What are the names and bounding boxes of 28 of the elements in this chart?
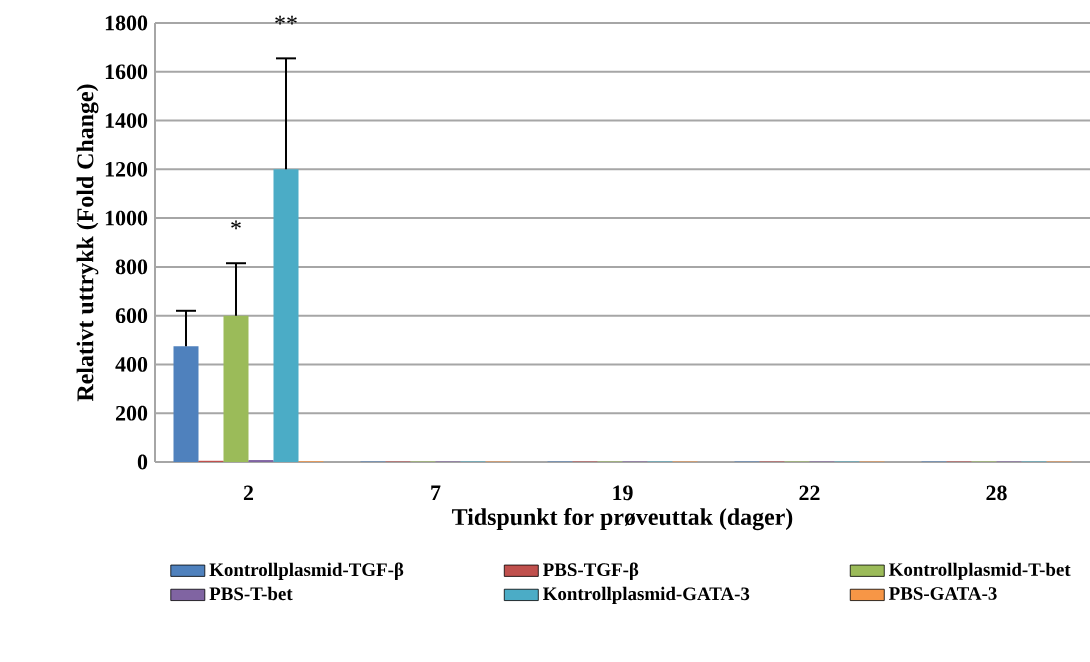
y-tick-label: 1600 [105,64,148,80]
legend-label: PBS-GATA-3 [888,587,997,600]
y-tick-label: 200 [115,405,148,421]
y-tick-label: 800 [115,259,148,275]
y-tick-label: 600 [115,308,148,324]
x-tick-label: 19 [613,485,633,501]
y-tick-label: 0 [137,454,148,470]
bar [223,315,249,462]
bar [173,346,199,462]
y-tick-label: 1000 [105,210,148,226]
legend-label: PBS-T-bet [209,586,293,601]
legend-label: Kontrollplasmid-TGF-β [209,562,404,580]
y-axis-title: Relativt uttrykk (Fold Change) [76,84,99,402]
x-tick-label: 28 [986,485,1007,501]
y-tick-label: 1400 [105,113,148,128]
x-tick-label: 2 [243,485,254,501]
legend-label: PBS-TGF-β [543,562,639,580]
bar [273,169,299,462]
legend-label: Kontrollplasmid-GATA-3 [543,586,750,605]
legend-label: Kontrollplasmid-T-bet [888,562,1071,580]
x-axis-title: Tidspunkt for prøveuttak (dager) [452,508,793,531]
annotation: ** [275,15,297,25]
y-tick-label: 400 [115,357,148,372]
y-tick-label: 1800 [105,15,148,31]
y-tick-label: 1200 [105,161,148,177]
x-tick-label: 22 [799,485,820,501]
annotation: * [231,220,241,230]
x-tick-label: 7 [431,485,441,500]
